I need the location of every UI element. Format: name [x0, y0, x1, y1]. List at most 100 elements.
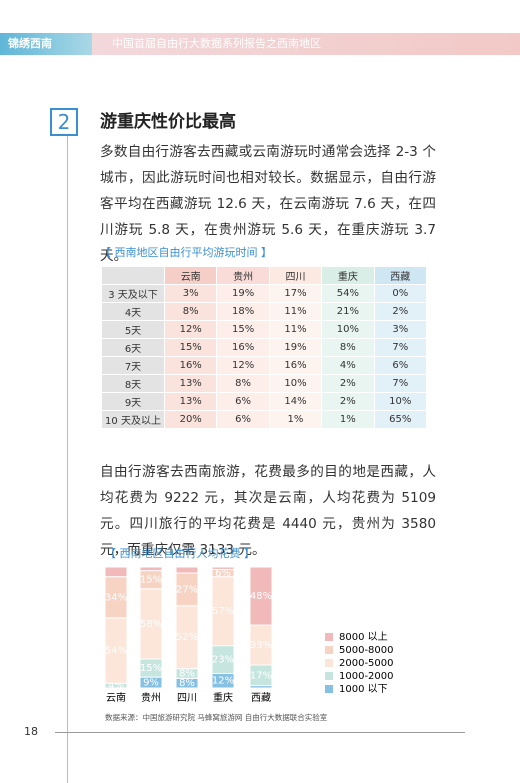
table-cell: 20%: [165, 411, 217, 428]
value-label: 48%: [250, 591, 272, 602]
bar-segment: [104, 566, 128, 578]
row-label: 3 天及以下: [102, 285, 164, 302]
row-label: 9天: [102, 393, 164, 410]
table-cell: 6%: [217, 393, 269, 410]
legend-swatch: [325, 685, 333, 693]
bar-segment: [249, 566, 273, 626]
table-cell: 2%: [322, 393, 374, 410]
table-cell: 2%: [374, 303, 426, 320]
header-bar: [0, 33, 520, 55]
table-row: 10 天及以上 20% 6% 1% 1% 65%: [102, 411, 426, 428]
table-cell: 8%: [165, 303, 217, 320]
table-cell: 7%: [374, 375, 426, 392]
value-label: 8%: [179, 678, 195, 689]
x-tick-label: 西藏: [251, 692, 271, 704]
column-header: 贵州: [217, 267, 269, 284]
chart-title: 【 西南地区自由行人均花费 】: [105, 547, 255, 560]
source: 数据来源：中国旅游研究院 马蜂窝旅游网 自由行大数据联合实验室: [105, 713, 328, 722]
table-cell: 17%: [269, 285, 322, 302]
value-label: 54%: [105, 645, 127, 656]
column-header: 重庆: [322, 267, 374, 284]
table-cell: 12%: [165, 321, 217, 338]
column-header: 西藏: [374, 267, 426, 284]
table-caption: 【 西南地区自由行平均游玩时间 】: [100, 246, 272, 259]
value-label: 58%: [140, 619, 162, 630]
x-tick-label: 云南: [106, 691, 126, 704]
x-tick-label: 重庆: [213, 691, 233, 704]
table-cell: 8%: [217, 375, 269, 392]
table-cell: 7%: [374, 339, 426, 356]
table-cell: 15%: [165, 339, 217, 356]
value-label: 23%: [212, 655, 234, 666]
table-cell: 11%: [269, 321, 322, 338]
legend-label: 8000 以上: [339, 631, 388, 643]
table-cell: 16%: [217, 339, 269, 356]
section-number: 2: [50, 108, 78, 136]
table-cell: 16%: [269, 357, 322, 374]
table-cell: 54%: [322, 285, 374, 302]
table-cell: 1%: [322, 411, 374, 428]
table-row: 5天 12% 15% 11% 10% 3%: [102, 321, 426, 338]
value-label: 52%: [176, 632, 198, 643]
page-number: 18: [24, 725, 38, 738]
value-label: 9%: [143, 678, 159, 689]
legend-label: 1000-2000: [339, 671, 394, 682]
value-label: 15%: [140, 663, 162, 674]
table-cell: 3%: [165, 285, 217, 302]
row-label: 10 天及以上: [102, 411, 164, 428]
legend-swatch: [325, 672, 333, 680]
table-cell: 0%: [374, 285, 426, 302]
table-row: 4天 8% 18% 11% 21% 2%: [102, 303, 426, 320]
table-cell: 13%: [165, 393, 217, 410]
x-tick-label: 贵州: [141, 691, 161, 704]
header-title: 中国首届自由行大数据系列报告之西南地区: [112, 37, 321, 50]
table-row: 3 天及以下 3% 19% 17% 54% 0%: [102, 285, 426, 302]
table-cell: 19%: [217, 285, 269, 302]
bar-segment: [211, 566, 235, 570]
value-label: 57%: [212, 606, 234, 617]
bar-segment: [175, 566, 199, 574]
bar-segment: [139, 566, 163, 572]
value-label: 4%: [108, 681, 124, 692]
table-cell: 21%: [322, 303, 374, 320]
value-label: 17%: [250, 670, 272, 681]
table-cell: 19%: [269, 339, 322, 356]
column-header: 四川: [269, 267, 322, 284]
table-cell: 8%: [322, 339, 374, 356]
row-label: 6天: [102, 339, 164, 356]
section-title: 游重庆性价比最高: [100, 112, 236, 132]
table-cell: 4%: [322, 357, 374, 374]
table-cell: 10%: [322, 321, 374, 338]
legend-swatch: [325, 659, 333, 667]
row-label: 4天: [102, 303, 164, 320]
table-cell: 2%: [322, 375, 374, 392]
table-cell: 11%: [269, 303, 322, 320]
table-cell: 10%: [269, 375, 322, 392]
table-header-row: 云南 贵州 四川 重庆 西藏: [102, 267, 426, 284]
x-tick-label: 四川: [177, 693, 197, 704]
row-label: 8天: [102, 375, 164, 392]
table-row: 7天 16% 12% 16% 4% 6%: [102, 357, 426, 374]
margin-line: [67, 130, 68, 783]
table-cell: 16%: [165, 357, 217, 374]
value-label: 6%: [215, 568, 231, 579]
legend-swatch: [325, 646, 333, 654]
footer-line: [55, 732, 465, 733]
legend-label: 2000-5000: [339, 658, 394, 669]
legend-swatch: [325, 633, 333, 641]
table-cell: 1%: [269, 411, 322, 428]
value-label: 34%: [105, 592, 127, 603]
table-cell: 3%: [374, 321, 426, 338]
value-label: 12%: [212, 676, 234, 687]
table-cell: 6%: [374, 357, 426, 374]
row-label: 7天: [102, 357, 164, 374]
table-row: 6天 15% 16% 19% 8% 7%: [102, 339, 426, 356]
table-row: 9天 13% 6% 14% 2% 10%: [102, 393, 426, 410]
header-tag: 锦绣西南: [0, 33, 92, 55]
row-label: 5天: [102, 321, 164, 338]
value-label: 33%: [250, 640, 272, 651]
value-label: 8%: [179, 668, 195, 679]
table-cell: 65%: [374, 411, 426, 428]
